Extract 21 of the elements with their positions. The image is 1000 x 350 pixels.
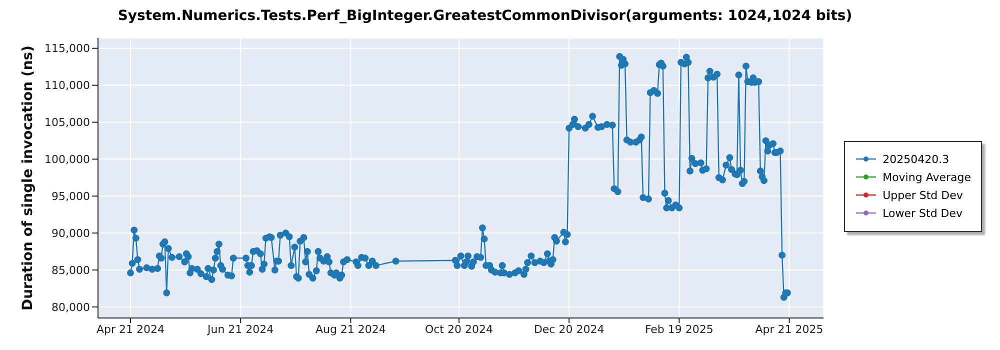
y-tick-label: 95,000 <box>52 190 90 204</box>
y-tick-label: 80,000 <box>52 300 90 314</box>
legend-label: Upper Std Dev <box>882 188 963 202</box>
x-tick-label: Dec 20 2024 <box>534 322 604 336</box>
x-tick-label: Feb 19 2025 <box>644 322 714 336</box>
chart-title: System.Numerics.Tests.Perf_BigInteger.GreatestCommonDivisor(arguments: 1024,1024 bits) <box>116 8 854 26</box>
x-tick-label: Oct 20 2024 <box>424 322 493 336</box>
legend-label: 20250420.3 <box>882 152 950 166</box>
y-tick-label: 100,000 <box>44 153 90 166</box>
legend-label: Moving Average <box>882 170 971 184</box>
y-tick-label: 115,000 <box>44 42 90 56</box>
y-axis-title: Duration of single invocation (ns) <box>20 45 36 311</box>
y-tick-label: 85,000 <box>52 264 90 277</box>
x-tick-label: Jun 21 2024 <box>206 322 274 336</box>
y-tick-label: 90,000 <box>52 226 90 240</box>
y-tick-label: 110,000 <box>44 79 90 92</box>
legend-label: Lower Std Dev <box>882 206 963 220</box>
x-tick-label: Apr 21 2025 <box>755 322 824 336</box>
y-tick-label: 105,000 <box>44 116 90 130</box>
x-tick-label: Apr 21 2024 <box>96 322 164 336</box>
x-tick-label: Aug 21 2024 <box>315 322 386 336</box>
